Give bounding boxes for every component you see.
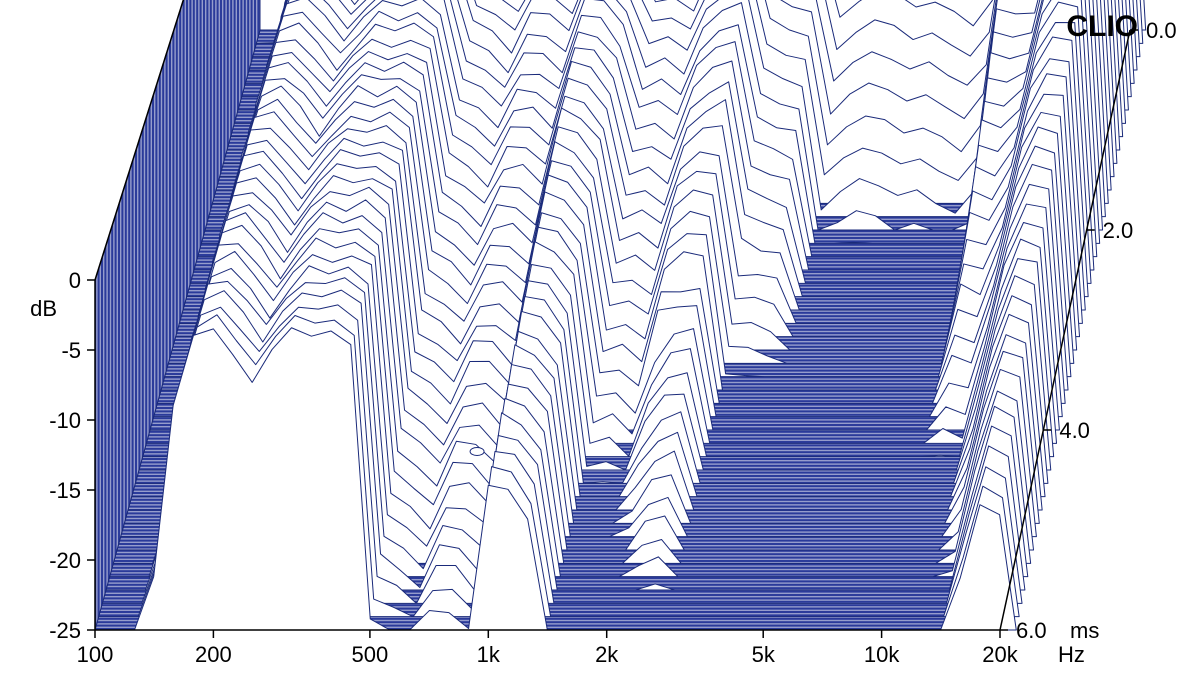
- z-tick-label: 0: [69, 268, 81, 293]
- z-tick-label: -15: [49, 478, 81, 503]
- y-tick-label: 4.0: [1059, 418, 1090, 443]
- x-tick-label: 500: [352, 642, 389, 667]
- y-tick-label: 2.0: [1103, 218, 1134, 243]
- x-tick-label: 20k: [982, 642, 1018, 667]
- z-tick-label: -5: [61, 338, 81, 363]
- x-tick-label: 200: [195, 642, 232, 667]
- z-tick-label: -10: [49, 408, 81, 433]
- x-tick-label: 5k: [752, 642, 776, 667]
- plot-svg: 100 200 500 1k 2k 5k 10k 20k Hz 0 -5 -10 -15 -20 -25 dB…: [0, 0, 1200, 687]
- y-axis-unit: ms: [1070, 618, 1099, 643]
- brand-label: CLIO: [1066, 10, 1138, 43]
- z-tick-label: -25: [49, 618, 81, 643]
- x-axis-unit: Hz: [1058, 642, 1085, 667]
- z-tick-label: -20: [49, 548, 81, 573]
- x-tick-label: 10k: [864, 642, 900, 667]
- y-tick-label: 6.0: [1016, 618, 1047, 643]
- z-axis-unit: dB: [30, 296, 57, 321]
- csd-waterfall-plot: 100 200 500 1k 2k 5k 10k 20k Hz 0 -5 -10 -15 -20 -25 dB…: [0, 0, 1200, 687]
- y-tick-label: 0.0: [1146, 18, 1177, 43]
- x-tick-label: 100: [77, 642, 114, 667]
- floor-blob: [470, 447, 484, 455]
- x-tick-label: 2k: [595, 642, 619, 667]
- x-tick-label: 1k: [477, 642, 501, 667]
